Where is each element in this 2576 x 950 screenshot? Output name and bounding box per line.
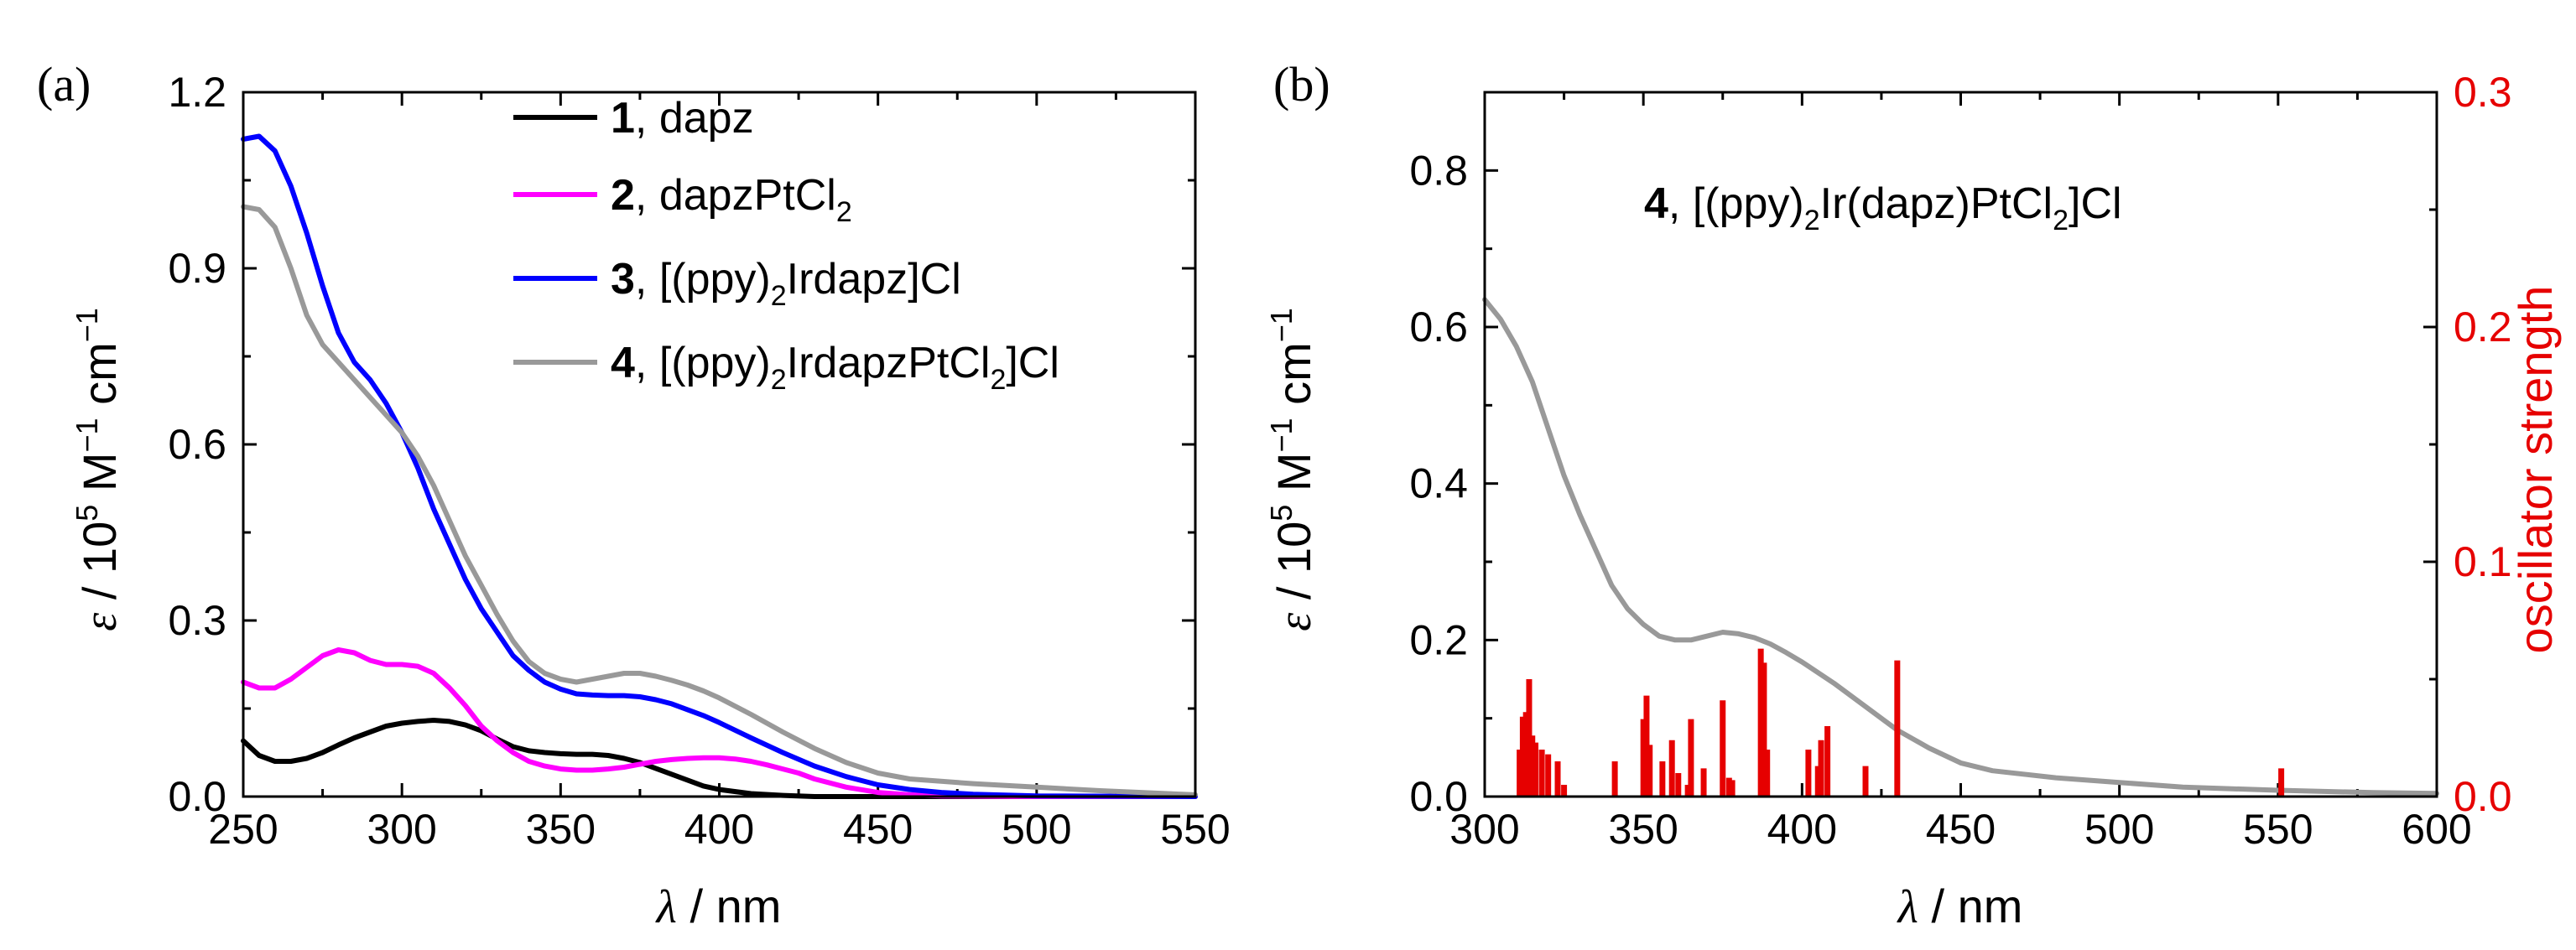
series-line-a-4 [241, 204, 1198, 797]
legend-entry-2: 2, dapzPtCl2 [611, 171, 852, 228]
legend-entry-1: 1, dapz [611, 94, 754, 143]
y-tick-label-b: 0.4 [1409, 460, 1468, 507]
plot-a-frame [242, 91, 1197, 798]
x-tick-label-a: 550 [1160, 806, 1230, 853]
x-tick-label-b: 300 [1449, 806, 1519, 853]
x-tick-label-a: 400 [684, 806, 754, 853]
y2-tick-label-b: 0.3 [2454, 69, 2512, 116]
x-tick-label-a: 450 [843, 806, 913, 853]
x-tick-label-a: 350 [526, 806, 596, 853]
y-tick-label-a: 0.0 [168, 773, 226, 820]
x-tick-label-b: 400 [1767, 806, 1837, 853]
x-tick-label-a: 500 [1002, 806, 1071, 853]
y-tick-label-b: 0.0 [1409, 773, 1468, 820]
y-axis-label-b: ε / 105 M−1 cm−1 [1264, 308, 1321, 631]
y-tick-label-b: 0.2 [1409, 616, 1468, 663]
legend-entry-4: 4, [(ppy)2IrdapzPtCl2]Cl [611, 339, 1059, 396]
panel-b-label: (b) [1273, 57, 1330, 112]
panel-a: (a) 250 300 350 400 450 500 550 0.0 0.3 0.6 0.9 1.2… [37, 57, 1231, 933]
x-tick-label-b: 500 [2084, 806, 2154, 853]
panel-a-label: (a) [37, 57, 91, 112]
panel-b: (b) 300 350 400 450 500 550 6000.00.20.40.60.8… [1264, 57, 2562, 933]
y2-axis-label-b: oscillator strength [2509, 286, 2562, 654]
y2-tick-label-b: 0.2 [2454, 304, 2512, 350]
plot-b-frame [1483, 91, 2438, 798]
x-tick-label-b: 350 [1608, 806, 1678, 853]
x-tick-label-a: 250 [208, 806, 278, 853]
x-axis-label-a: λ / nm [655, 880, 782, 933]
y-tick-label-a: 0.6 [168, 421, 226, 468]
x-tick-label-b: 550 [2243, 806, 2313, 853]
y2-tick-label-b: 0.0 [2454, 773, 2512, 820]
x-tick-label-b: 600 [2402, 806, 2471, 853]
legend-a: 1, dapz 2, dapzPtCl2 3, [(ppy)2Irdapz]Cl… [513, 94, 1059, 396]
x-tick-label-b: 450 [1926, 806, 1996, 853]
series-line-a-2 [241, 647, 1198, 799]
y2-tick-label-b: 0.1 [2454, 538, 2512, 585]
y-tick-label-b: 0.8 [1409, 147, 1468, 194]
compound-annotation: 4, [(ppy)2Ir(dapz)PtCl2]Cl [1644, 179, 2122, 236]
series-line-a-3 [241, 133, 1198, 799]
x-tick-label-a: 300 [367, 806, 436, 853]
series-line-b-1 [1482, 297, 2439, 797]
y-axis-label-a: ε / 105 M−1 cm−1 [70, 308, 127, 631]
series-line-a-1 [241, 718, 1198, 799]
legend-entry-3: 3, [(ppy)2Irdapz]Cl [611, 255, 961, 312]
y-tick-label-a: 1.2 [168, 69, 226, 116]
y-tick-label-a: 0.3 [168, 597, 226, 644]
y-tick-label-b: 0.6 [1409, 304, 1468, 350]
y-tick-label-a: 0.9 [168, 245, 226, 292]
x-axis-label-b: λ / nm [1897, 880, 2023, 933]
